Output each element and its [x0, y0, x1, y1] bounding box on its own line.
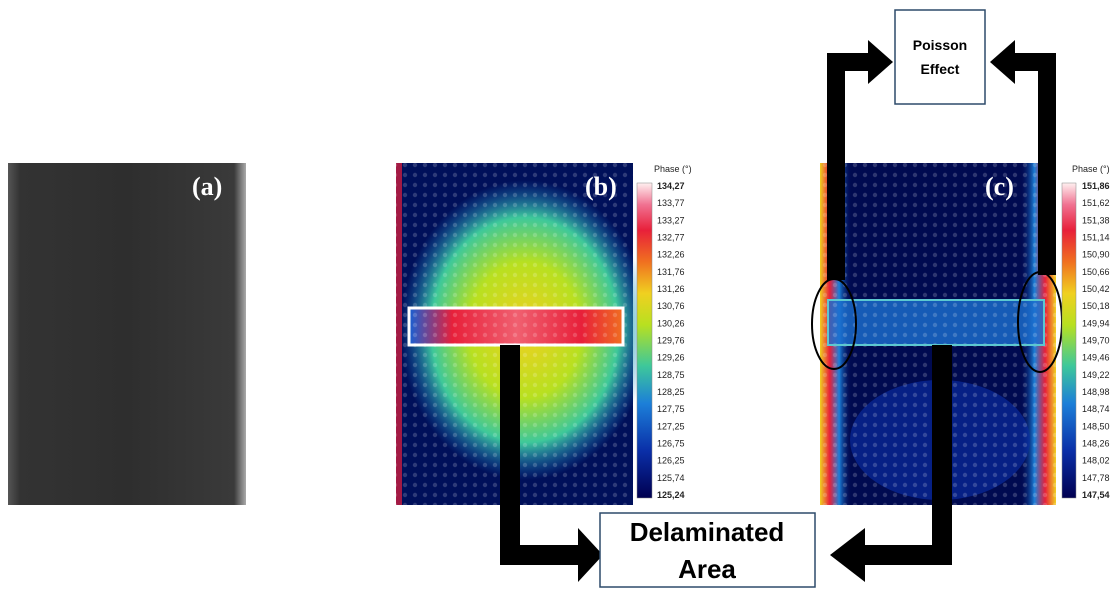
colorbar-tick-label: 132,77 [657, 233, 685, 243]
colorbar-title: Phase (°) [654, 164, 692, 174]
colorbar-tick-label: 133,27 [657, 215, 685, 225]
colorbar-tick-label: 132,26 [657, 250, 685, 260]
panel-a-image [8, 163, 246, 505]
colorbar-tick-label: 148,98 [1082, 387, 1110, 397]
colorbar-tick-label: 125,74 [657, 473, 685, 483]
poisson-text: Effect [921, 61, 960, 77]
colorbar-tick-label: 147,78 [1082, 473, 1110, 483]
colorbar-tick-label: 150,90 [1082, 250, 1110, 260]
colorbar-tick-label: 130,76 [657, 301, 685, 311]
arrows [500, 40, 1056, 582]
colorbar-tick-label: 128,75 [657, 370, 685, 380]
delaminated-box [599, 512, 816, 588]
poisson-text: Poisson [913, 37, 967, 53]
colorbar-tick-label: 126,75 [657, 439, 685, 449]
colorbar-tick-label: 150,42 [1082, 284, 1110, 294]
colorbar-tick-label: 147,54 [1082, 490, 1110, 500]
delaminated-text: Area [678, 554, 736, 584]
panel-label: (b) [585, 172, 617, 201]
colorbar-tick-label: 128,25 [657, 387, 685, 397]
delaminated-text: Delaminated [630, 517, 785, 547]
colorbar-tick-label: 151,86 [1082, 181, 1110, 191]
colorbar-tick-label: 148,74 [1082, 404, 1110, 414]
colorbar-tick-label: 129,76 [657, 336, 685, 346]
colorbar-tick-label: 151,62 [1082, 198, 1110, 208]
colorbar [636, 182, 653, 499]
colorbar [1061, 182, 1077, 499]
colorbar-tick-label: 131,26 [657, 284, 685, 294]
colorbar-tick-label: 130,26 [657, 318, 685, 328]
colorbar-tick-label: 127,25 [657, 421, 685, 431]
colorbar-tick-label: 127,75 [657, 404, 685, 414]
colorbar-tick-label: 150,18 [1082, 301, 1110, 311]
colorbar-tick-label: 133,77 [657, 198, 685, 208]
colorbar-tick-label: 125,24 [657, 490, 685, 500]
panel-b-image [396, 163, 650, 505]
poisson-box [894, 9, 986, 105]
colorbar-tick-label: 148,50 [1082, 421, 1110, 431]
colorbar-tick-label: 149,46 [1082, 353, 1110, 363]
colorbar-tick-label: 149,70 [1082, 336, 1110, 346]
colorbar-title: Phase (°) [1072, 164, 1110, 174]
colorbar-tick-label: 134,27 [657, 181, 685, 191]
panel-label: (a) [192, 172, 222, 201]
colorbar-tick-label: 150,66 [1082, 267, 1110, 277]
colorbar-tick-label: 149,22 [1082, 370, 1110, 380]
colorbar-tick-label: 148,26 [1082, 439, 1110, 449]
colorbar-tick-label: 151,14 [1082, 233, 1110, 243]
colorbar-tick-label: 149,94 [1082, 318, 1110, 328]
panel-label: (c) [985, 172, 1014, 201]
colorbar-tick-label: 126,25 [657, 456, 685, 466]
colorbar-tick-label: 129,26 [657, 353, 685, 363]
colorbar-tick-label: 151,38 [1082, 215, 1110, 225]
colorbar-tick-label: 131,76 [657, 267, 685, 277]
colorbar-tick-label: 148,02 [1082, 456, 1110, 466]
